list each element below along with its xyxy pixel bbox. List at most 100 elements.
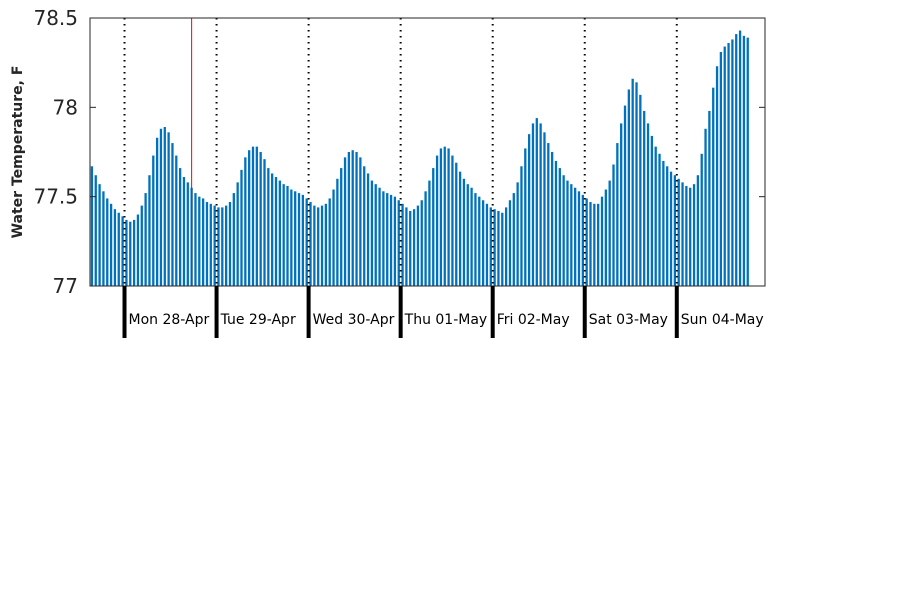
temperature-bar [489, 207, 492, 286]
day-label: Thu 01-May [404, 312, 488, 328]
y-axis-ticks: 77 77.5 78 78.5 [33, 6, 765, 298]
temperature-bar [497, 210, 500, 286]
temperature-bar [186, 182, 189, 286]
temperature-bar [432, 168, 435, 286]
temperature-bar [171, 143, 174, 286]
day-label: Sun 04-May [681, 312, 764, 328]
temperature-bar [746, 37, 749, 287]
temperature-bar [205, 202, 209, 286]
temperature-bar [708, 110, 711, 286]
temperature-bar [558, 168, 561, 286]
temperature-bar [309, 202, 312, 286]
temperature-bar [643, 110, 646, 286]
temperature-bar [685, 185, 688, 286]
temperature-bar [240, 169, 243, 286]
temperature-bar [194, 193, 197, 286]
temperature-bar [282, 184, 285, 286]
temperature-bar [132, 219, 136, 286]
temperature-bar [144, 193, 147, 286]
temperature-bar [692, 184, 696, 286]
temperature-bar [635, 82, 638, 286]
temperature-bar [616, 143, 619, 286]
temperature-bar [524, 148, 527, 286]
temperature-bar [347, 152, 351, 286]
temperature-bar [140, 205, 143, 286]
temperature-bar [447, 148, 450, 286]
temperature-bar [689, 187, 692, 286]
temperature-bar [566, 180, 569, 286]
temperature-bar [113, 209, 117, 286]
day-label: Sat 03-May [589, 312, 668, 328]
temperature-bar [274, 177, 278, 286]
bar-series [90, 30, 749, 287]
temperature-bar [719, 51, 723, 287]
temperature-bar [359, 157, 362, 286]
temperature-bar [478, 196, 481, 286]
temperature-bar [401, 203, 404, 286]
temperature-bar [535, 118, 538, 286]
temperature-bar [213, 205, 216, 286]
day-gridlines [123, 18, 678, 286]
temperature-bar [340, 168, 343, 286]
temperature-bar [343, 157, 347, 286]
temperature-bar [248, 150, 251, 286]
temperature-bar [458, 171, 462, 286]
temperature-bar [593, 203, 596, 286]
temperature-bar [673, 175, 677, 286]
temperature-bar [301, 194, 304, 286]
temperature-bar [232, 193, 235, 286]
temperature-bar [527, 134, 531, 286]
temperature-bar [589, 202, 592, 286]
temperature-bar [735, 34, 738, 286]
temperature-bar [639, 94, 642, 286]
temperature-bar [696, 175, 700, 286]
temperature-bar [662, 160, 665, 286]
temperature-bar [263, 159, 266, 286]
temperature-bar [520, 166, 523, 286]
temperature-bar [286, 185, 289, 286]
temperature-bar [317, 207, 320, 286]
temperature-bar [677, 178, 680, 286]
temperature-bar [451, 155, 454, 286]
temperature-bar [623, 105, 627, 286]
temperature-bar [481, 200, 485, 286]
temperature-bar [198, 196, 201, 286]
temperature-bar [313, 205, 316, 286]
temperature-bar [742, 35, 746, 287]
temperature-bar [577, 191, 581, 286]
temperature-bar [439, 148, 443, 286]
temperature-bar [201, 198, 205, 286]
temperature-bar [182, 177, 186, 286]
temperature-bar [393, 196, 397, 286]
temperature-bar [290, 189, 293, 286]
temperature-bar [501, 212, 504, 286]
temperature-bar [738, 30, 742, 287]
temperature-bar [106, 198, 109, 286]
temperature-bar [324, 203, 328, 286]
temperature-bar [366, 173, 370, 286]
temperature-bar [658, 153, 661, 286]
temperature-bar [320, 205, 324, 286]
temperature-bar [98, 184, 101, 286]
temperature-bar [109, 203, 113, 286]
temperature-bar [297, 193, 301, 286]
temperature-bar [90, 166, 94, 286]
temperature-bar [328, 198, 331, 286]
temperature-bar [455, 162, 458, 286]
temperature-bar [167, 132, 170, 286]
temperature-bar [512, 193, 515, 286]
temperature-bar [681, 182, 684, 286]
temperature-bar [531, 123, 535, 286]
temperature-bar [504, 207, 508, 286]
temperature-bar [378, 187, 381, 286]
temperature-bar [294, 191, 297, 286]
temperature-bar [581, 194, 584, 286]
temperature-bar [136, 214, 140, 286]
temperature-bar [405, 207, 408, 286]
temperature-bar [163, 126, 166, 287]
day-label: Tue 29-Apr [220, 312, 296, 328]
temperature-bar [409, 210, 412, 286]
day-label: Wed 30-Apr [313, 312, 395, 328]
temperature-bar [370, 180, 374, 286]
